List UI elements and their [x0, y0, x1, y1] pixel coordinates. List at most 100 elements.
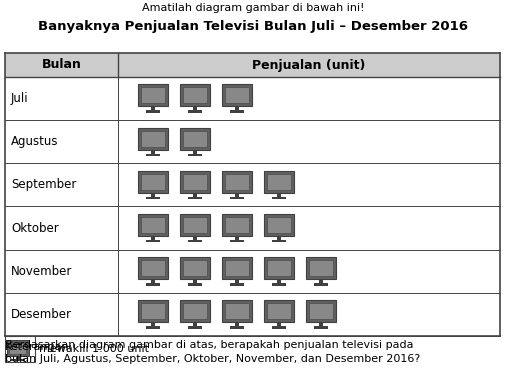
Bar [222, 300, 251, 322]
Text: Berdasarkan diagram gambar di atas, berapakah penjualan televisi pada
bulan Juli: Berdasarkan diagram gambar di atas, bera… [5, 340, 420, 364]
Bar [306, 300, 335, 322]
Text: Banyaknya Penjualan Televisi Bulan Juli – Desember 2016: Banyaknya Penjualan Televisi Bulan Juli … [38, 20, 467, 33]
Bar [264, 300, 293, 322]
Bar [225, 87, 248, 103]
Bar [230, 240, 243, 242]
Bar [234, 279, 238, 283]
Bar [141, 87, 165, 103]
Bar [272, 283, 285, 285]
Bar [146, 240, 160, 242]
Bar [180, 170, 210, 193]
Bar [7, 340, 29, 356]
Text: Bulan: Bulan [41, 59, 81, 71]
Bar [225, 174, 248, 190]
Bar [141, 303, 165, 319]
Bar [188, 153, 201, 156]
Bar [309, 303, 332, 319]
Bar [150, 150, 155, 153]
Bar [141, 130, 165, 147]
Bar [318, 322, 322, 326]
Bar [146, 110, 160, 113]
Bar [180, 300, 210, 322]
Text: November: November [11, 265, 72, 278]
Text: Juli: Juli [11, 92, 29, 105]
Bar [16, 356, 20, 359]
Bar [230, 326, 243, 328]
Bar [272, 197, 285, 199]
Bar [192, 279, 196, 283]
Bar [5, 53, 499, 77]
Bar [150, 322, 155, 326]
Bar [267, 303, 290, 319]
Text: Amatilah diagram gambar di bawah ini!: Amatilah diagram gambar di bawah ini! [141, 3, 364, 13]
Bar [272, 240, 285, 242]
Text: September: September [11, 178, 76, 191]
Bar [264, 170, 293, 193]
Bar [138, 170, 168, 193]
Bar [267, 260, 290, 276]
Bar [306, 257, 335, 279]
Bar [272, 326, 285, 328]
Bar [318, 279, 322, 283]
Bar [141, 217, 165, 233]
Bar [230, 110, 243, 113]
Bar [180, 214, 210, 236]
Bar [138, 84, 168, 106]
Bar [138, 127, 168, 150]
Bar [10, 342, 26, 353]
Bar [138, 257, 168, 279]
Bar [222, 84, 251, 106]
Bar [183, 217, 207, 233]
Bar [183, 87, 207, 103]
Bar [234, 322, 238, 326]
Text: Agustus: Agustus [11, 135, 59, 148]
Bar [309, 260, 332, 276]
Bar [192, 150, 196, 153]
Bar [138, 300, 168, 322]
Bar [225, 217, 248, 233]
Bar [146, 283, 160, 285]
Text: Keterangan:: Keterangan: [5, 342, 73, 352]
Bar [192, 322, 196, 326]
Bar [180, 257, 210, 279]
Bar [276, 193, 280, 197]
Bar [180, 127, 210, 150]
Bar [276, 322, 280, 326]
Bar [314, 283, 327, 285]
Bar [267, 174, 290, 190]
Bar [230, 283, 243, 285]
Bar [11, 359, 25, 361]
Bar [150, 106, 155, 110]
Bar [222, 257, 251, 279]
Text: Oktober: Oktober [11, 222, 59, 235]
Bar [5, 336, 35, 362]
Bar [276, 236, 280, 240]
Bar [150, 193, 155, 197]
Bar [225, 260, 248, 276]
Bar [234, 236, 238, 240]
Bar [183, 130, 207, 147]
Bar [180, 84, 210, 106]
Bar [138, 214, 168, 236]
Bar [150, 236, 155, 240]
Bar [141, 260, 165, 276]
Bar [192, 106, 196, 110]
Bar [225, 303, 248, 319]
Bar [192, 236, 196, 240]
Bar [183, 303, 207, 319]
Bar [188, 283, 201, 285]
Bar [141, 174, 165, 190]
Bar [188, 110, 201, 113]
Bar [276, 279, 280, 283]
Bar [314, 326, 327, 328]
Bar [222, 214, 251, 236]
Bar [264, 257, 293, 279]
Bar [188, 326, 201, 328]
Bar [183, 260, 207, 276]
Bar [146, 153, 160, 156]
Text: Penjualan (unit): Penjualan (unit) [252, 59, 365, 71]
Bar [222, 170, 251, 193]
Bar [188, 240, 201, 242]
Bar [188, 197, 201, 199]
Bar [150, 279, 155, 283]
